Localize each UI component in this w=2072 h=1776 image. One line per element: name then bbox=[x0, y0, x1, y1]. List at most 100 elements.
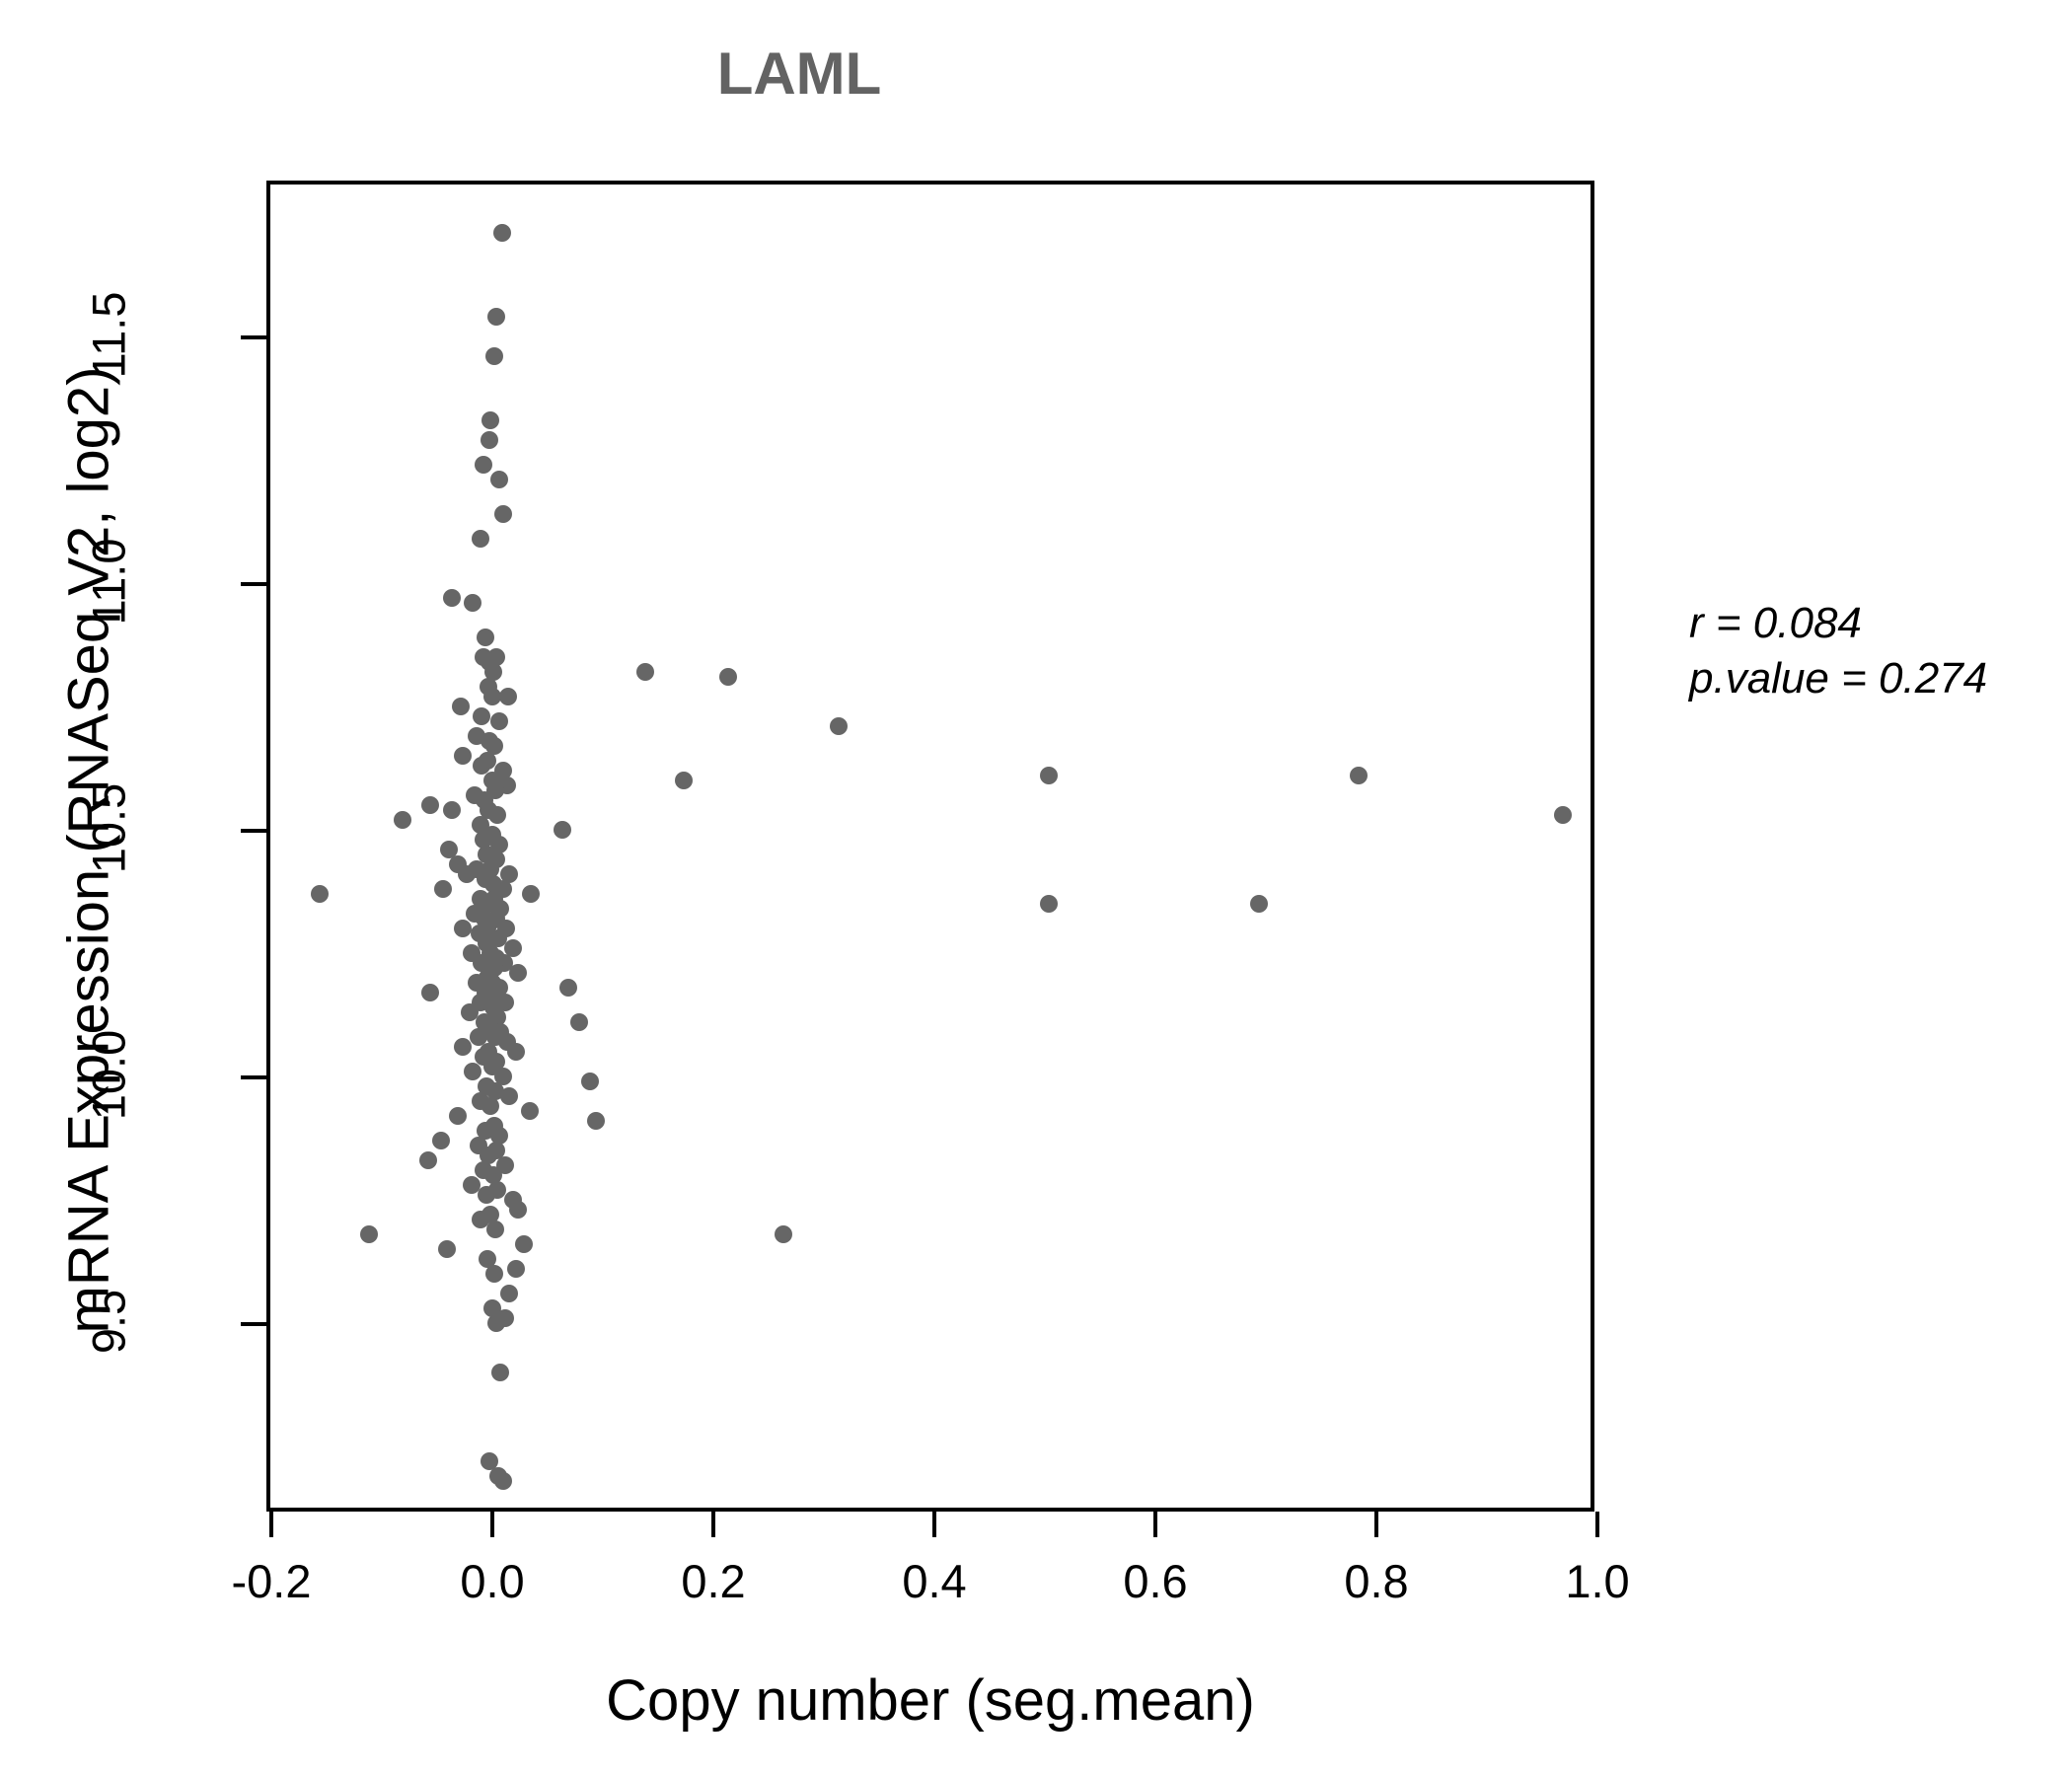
data-point bbox=[448, 1107, 467, 1125]
y-axis-tick bbox=[241, 335, 266, 339]
data-point bbox=[675, 772, 694, 789]
data-point bbox=[482, 688, 501, 705]
data-point bbox=[493, 1068, 512, 1085]
data-point bbox=[493, 505, 512, 523]
data-point bbox=[487, 308, 505, 326]
data-point bbox=[483, 1166, 502, 1184]
data-point bbox=[1349, 767, 1368, 784]
data-point bbox=[490, 471, 509, 488]
data-point bbox=[454, 747, 473, 765]
data-point bbox=[487, 648, 505, 666]
data-point bbox=[495, 1156, 514, 1174]
data-point bbox=[437, 1240, 456, 1258]
data-point bbox=[491, 1364, 510, 1381]
data-point bbox=[485, 1082, 504, 1100]
x-axis-tick bbox=[1153, 1512, 1157, 1537]
page-title: LAML bbox=[716, 40, 882, 107]
data-point bbox=[485, 1221, 504, 1238]
data-point bbox=[481, 431, 499, 449]
x-axis-tick-label: 0.6 bbox=[1123, 1555, 1188, 1607]
data-point bbox=[1040, 895, 1058, 913]
data-point bbox=[463, 1176, 481, 1194]
data-point bbox=[515, 1235, 533, 1253]
data-point bbox=[481, 1097, 500, 1115]
data-point bbox=[479, 1250, 497, 1268]
data-point bbox=[476, 629, 494, 646]
data-point bbox=[420, 796, 439, 814]
data-point bbox=[719, 668, 738, 686]
data-point bbox=[480, 1147, 498, 1164]
data-point bbox=[393, 811, 411, 829]
x-axis-tick-label: -0.2 bbox=[231, 1555, 312, 1607]
data-point bbox=[472, 1211, 490, 1228]
x-axis-tick-label: 0.2 bbox=[681, 1555, 746, 1607]
data-point bbox=[477, 1186, 495, 1204]
data-point bbox=[1553, 806, 1572, 824]
x-axis-tick bbox=[269, 1512, 273, 1537]
scatter-points-layer bbox=[270, 185, 1591, 1508]
data-point bbox=[461, 1003, 480, 1021]
r-value-text: r = 0.084 bbox=[1689, 599, 1862, 647]
data-point bbox=[509, 964, 528, 982]
data-point bbox=[452, 698, 471, 715]
y-axis-tick bbox=[241, 582, 266, 586]
y-axis-tick bbox=[241, 1322, 266, 1326]
data-point bbox=[586, 1112, 605, 1130]
data-point bbox=[490, 712, 509, 730]
data-point bbox=[473, 757, 491, 775]
data-point bbox=[492, 224, 511, 242]
data-point bbox=[490, 1127, 509, 1145]
data-point bbox=[439, 841, 458, 858]
x-axis-tick-label: 0.8 bbox=[1344, 1555, 1409, 1607]
p-value-text: p.value = 0.274 bbox=[1689, 654, 1988, 703]
data-point bbox=[454, 1038, 473, 1056]
y-axis-tick bbox=[241, 829, 266, 833]
data-point bbox=[487, 1314, 505, 1332]
x-axis-tick bbox=[711, 1512, 715, 1537]
data-point bbox=[503, 939, 522, 957]
x-axis-title: Copy number (seg.mean) bbox=[606, 1668, 1255, 1733]
data-point bbox=[1040, 767, 1058, 784]
data-point bbox=[830, 717, 849, 735]
data-point bbox=[484, 1265, 503, 1283]
data-point bbox=[490, 836, 509, 853]
plot-area bbox=[266, 181, 1594, 1512]
data-point bbox=[493, 1472, 512, 1490]
data-point bbox=[420, 984, 439, 1001]
data-point bbox=[500, 865, 519, 883]
data-point bbox=[554, 821, 572, 839]
x-axis-tick-label: 1.0 bbox=[1565, 1555, 1630, 1607]
data-point bbox=[360, 1225, 379, 1243]
data-point bbox=[464, 594, 482, 612]
data-point bbox=[558, 979, 577, 997]
data-point bbox=[481, 411, 500, 429]
data-point bbox=[500, 1285, 519, 1302]
y-axis-title: mRNA Expression (RNASeq V2, log2) bbox=[56, 366, 121, 1334]
data-point bbox=[507, 1260, 526, 1278]
data-point bbox=[482, 1299, 501, 1317]
data-point bbox=[310, 885, 329, 903]
data-point bbox=[476, 1122, 494, 1140]
data-point bbox=[636, 663, 655, 681]
correlation-stats: r = 0.084 p.value = 0.274 bbox=[1689, 596, 1987, 707]
data-point bbox=[481, 1452, 499, 1470]
data-point bbox=[443, 801, 462, 819]
data-point bbox=[457, 865, 476, 883]
data-point bbox=[474, 456, 492, 474]
data-point bbox=[473, 707, 491, 725]
data-point bbox=[454, 920, 473, 937]
data-point bbox=[464, 1063, 482, 1080]
x-axis-tick bbox=[932, 1512, 936, 1537]
data-point bbox=[500, 1087, 519, 1105]
data-point bbox=[483, 663, 502, 681]
x-axis-tick bbox=[490, 1512, 494, 1537]
data-point bbox=[507, 1043, 526, 1061]
data-point bbox=[472, 530, 490, 548]
data-point bbox=[775, 1225, 793, 1243]
data-point bbox=[484, 347, 503, 365]
x-axis-tick-label: 0.0 bbox=[460, 1555, 525, 1607]
x-axis-tick bbox=[1374, 1512, 1378, 1537]
data-point bbox=[484, 737, 503, 755]
x-axis-tick-label: 0.4 bbox=[902, 1555, 967, 1607]
data-point bbox=[443, 589, 462, 607]
